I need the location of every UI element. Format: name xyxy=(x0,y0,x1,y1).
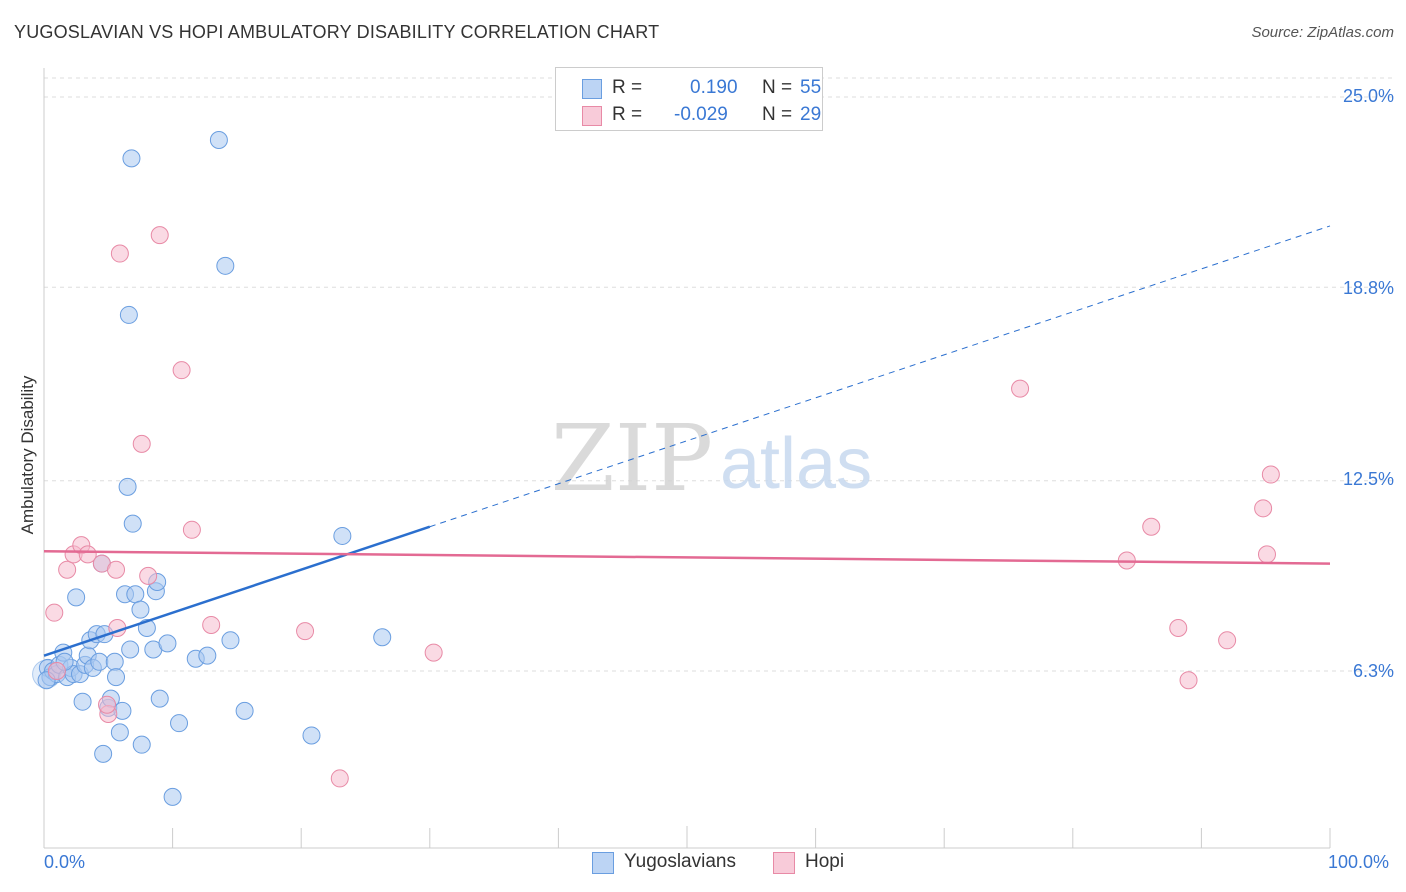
point-hopi-25 xyxy=(1179,671,1198,690)
legend-n-value: 55 xyxy=(800,77,822,98)
point-hopi-18 xyxy=(296,622,315,641)
point-hopi-14 xyxy=(150,226,169,245)
point-hopi-26 xyxy=(1218,631,1237,650)
bottom-legend-label-yugoslavians: Yugoslavians xyxy=(624,851,736,872)
legend-n-label: N = xyxy=(762,77,793,98)
point-hopi-20 xyxy=(424,643,443,662)
point-yugoslavians-52 xyxy=(373,628,392,647)
point-yugoslavians-48 xyxy=(221,631,240,650)
chart-title: YUGOSLAVIAN VS HOPI AMBULATORY DISABILIT… xyxy=(14,22,660,42)
trend-line-yugoslavians-extrapolated xyxy=(429,225,1331,528)
point-hopi-15 xyxy=(172,361,191,380)
point-yugoslavians-31 xyxy=(122,149,141,168)
point-yugoslavians-9 xyxy=(67,588,86,607)
point-yugoslavians-49 xyxy=(235,701,254,720)
bottom-legend-label-hopi: Hopi xyxy=(805,851,845,872)
point-yugoslavians-42 xyxy=(163,787,182,806)
point-hopi-23 xyxy=(1142,517,1161,536)
point-hopi-13 xyxy=(139,566,158,585)
point-hopi-24 xyxy=(1169,619,1188,638)
point-yugoslavians-28 xyxy=(118,477,137,496)
trend-line-hopi xyxy=(43,550,1331,565)
point-yugoslavians-45 xyxy=(198,646,217,665)
point-hopi-1 xyxy=(47,662,66,680)
trend-line-yugoslavians xyxy=(43,525,431,657)
legend-n-label: N = xyxy=(762,104,793,125)
stats-legend: R = 0.190 N = 55 R = -0.029 N = 29 xyxy=(555,67,823,131)
point-yugoslavians-23 xyxy=(105,652,124,671)
trend-lines xyxy=(43,225,1331,657)
point-hopi-8 xyxy=(98,695,117,714)
point-hopi-5 xyxy=(78,545,97,564)
point-hopi-extra xyxy=(1257,545,1276,564)
legend-swatch-hopi xyxy=(582,106,602,126)
point-yugoslavians-17 xyxy=(90,652,109,671)
y-tick-label-12-5: 12.5% xyxy=(1342,469,1394,489)
legend-r-value: -0.029 xyxy=(674,104,728,125)
point-hopi-19 xyxy=(330,769,349,788)
point-yugoslavians-46 xyxy=(209,130,228,149)
legend-n-value: 29 xyxy=(800,104,822,125)
point-yugoslavians-20 xyxy=(94,744,113,763)
bottom-legend-swatch-yugoslavians xyxy=(592,852,614,874)
legend-r-label: R = xyxy=(612,77,643,98)
point-hopi-16 xyxy=(182,520,201,539)
y-tick-label-18-8: 18.8% xyxy=(1342,278,1394,298)
x-tick-label-min: 0.0% xyxy=(44,852,86,872)
point-yugoslavians-47 xyxy=(216,256,235,275)
point-yugoslavians-41 xyxy=(158,634,177,653)
point-hopi-2 xyxy=(58,560,77,579)
legend-swatch-yugoslavians xyxy=(582,79,602,99)
point-yugoslavians-43 xyxy=(170,714,189,733)
point-yugoslavians-25 xyxy=(110,723,129,742)
point-hopi-10 xyxy=(110,244,129,263)
axes xyxy=(43,68,1331,849)
legend-r-label: R = xyxy=(612,104,643,125)
point-yugoslavians-50 xyxy=(302,726,321,745)
point-yugoslavians-32 xyxy=(123,514,142,533)
point-hopi-17 xyxy=(202,615,221,634)
point-hopi-0 xyxy=(45,603,64,622)
y-axis-label: Ambulatory Disability xyxy=(18,375,37,535)
y-tick-label-25: 25.0% xyxy=(1342,86,1394,106)
point-yugoslavians-35 xyxy=(132,735,151,754)
point-hopi-27 xyxy=(1254,499,1273,518)
point-yugoslavians-29 xyxy=(119,305,138,324)
watermark-zip: ZIP xyxy=(551,405,713,512)
x-tick-label-max: 100.0% xyxy=(1328,852,1390,872)
watermark-atlas: atlas xyxy=(720,424,872,504)
point-yugoslavians-40 xyxy=(150,689,169,708)
point-yugoslavians-34 xyxy=(131,600,150,619)
point-yugoslavians-51 xyxy=(333,526,352,545)
point-yugoslavians-11 xyxy=(73,692,92,711)
data-points xyxy=(32,130,1280,806)
point-hopi-21 xyxy=(1011,379,1030,398)
point-yugoslavians-24 xyxy=(107,668,126,687)
gridlines xyxy=(44,77,1392,672)
point-hopi-9 xyxy=(107,560,126,579)
point-hopi-12 xyxy=(132,434,151,453)
watermark: ZIP atlas xyxy=(551,405,872,512)
y-tick-label-6-3: 6.3% xyxy=(1352,661,1394,681)
legend-r-value: 0.190 xyxy=(690,77,738,98)
source-label: Source: ZipAtlas.com xyxy=(1251,24,1394,41)
point-hopi-28 xyxy=(1261,465,1280,484)
point-yugoslavians-33 xyxy=(126,585,145,604)
point-yugoslavians-30 xyxy=(121,640,140,659)
bottom-legend-swatch-hopi xyxy=(773,852,795,874)
